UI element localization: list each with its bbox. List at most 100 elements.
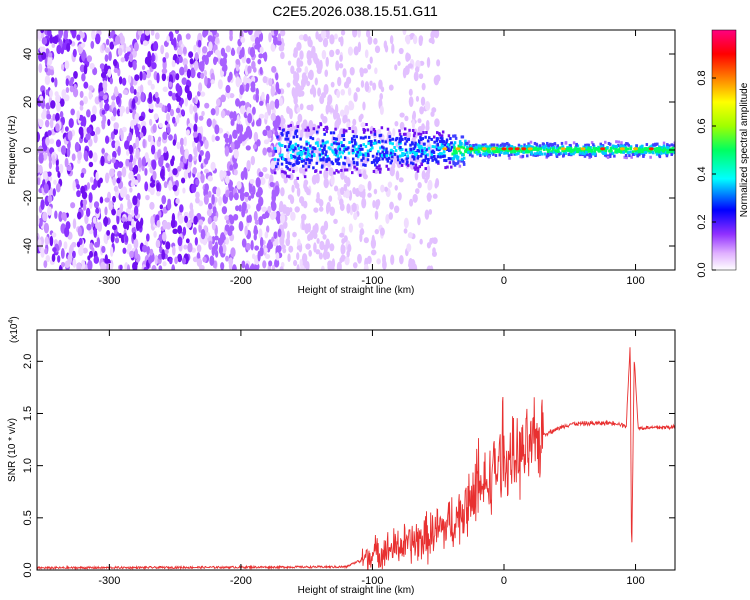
band-cell <box>377 140 381 144</box>
band-cell <box>601 144 605 148</box>
noise-blob <box>135 220 141 232</box>
noise-blob <box>406 243 412 253</box>
band-cell <box>401 151 404 155</box>
band-cell <box>320 158 323 162</box>
band-cell <box>609 149 612 153</box>
noise-blob <box>293 259 298 267</box>
band-cell <box>539 146 542 150</box>
band-cell <box>419 137 423 141</box>
band-cell <box>292 148 296 152</box>
noise-blob <box>424 209 430 220</box>
band-cell <box>504 151 508 155</box>
band-cell <box>513 150 516 154</box>
noise-blob <box>228 257 234 266</box>
band-cell <box>273 171 277 175</box>
noise-blob <box>100 72 107 79</box>
noise-blob <box>253 228 259 236</box>
band-cell <box>385 154 389 158</box>
noise-blob <box>138 115 145 121</box>
noise-blob <box>196 244 202 253</box>
band-cell <box>592 146 595 150</box>
spectrogram-x-tick-label: -100 <box>361 275 383 287</box>
noise-blob <box>228 134 233 145</box>
band-cell <box>609 153 612 157</box>
band-cell <box>421 152 424 156</box>
band-cell <box>341 151 345 155</box>
band-cell <box>524 145 528 149</box>
band-cell <box>479 154 482 158</box>
band-cell <box>281 170 284 174</box>
noise-blob <box>150 144 156 155</box>
noise-blob <box>124 235 129 243</box>
noise-blob <box>101 148 105 154</box>
noise-blob <box>176 57 180 65</box>
noise-blob <box>57 170 61 179</box>
band-cell <box>378 164 381 168</box>
noise-blob <box>192 104 198 113</box>
band-cell <box>398 154 402 158</box>
band-cell <box>274 149 278 153</box>
noise-blob <box>214 124 220 135</box>
noise-blob <box>177 225 183 235</box>
noise-blob <box>250 263 255 270</box>
band-cell <box>390 153 394 157</box>
noise-blob <box>166 35 170 43</box>
band-cell <box>628 154 631 158</box>
band-cell <box>287 124 290 128</box>
band-cell <box>576 148 580 152</box>
noise-blob <box>225 170 231 177</box>
noise-blob <box>398 177 404 183</box>
noise-blob <box>299 258 303 268</box>
band-cell <box>324 141 327 145</box>
noise-blob <box>89 250 94 258</box>
noise-blob <box>164 249 169 255</box>
band-cell <box>402 132 406 136</box>
noise-blob <box>380 184 385 193</box>
noise-blob <box>109 77 114 85</box>
band-cell <box>495 146 499 150</box>
band-cell <box>529 140 533 144</box>
noise-blob <box>142 138 146 149</box>
noise-blob <box>43 260 48 268</box>
noise-blob <box>63 30 69 41</box>
noise-blob <box>95 126 101 135</box>
noise-blob <box>388 212 394 220</box>
noise-blob <box>192 97 196 104</box>
noise-blob <box>214 241 219 251</box>
noise-blob <box>70 76 75 83</box>
noise-blob <box>174 30 180 34</box>
noise-blob <box>325 203 330 215</box>
band-cell <box>421 137 425 141</box>
band-cell <box>322 128 326 132</box>
band-cell <box>623 155 626 159</box>
band-cell <box>444 159 448 163</box>
noise-blob <box>126 149 130 156</box>
band-cell <box>406 156 410 160</box>
noise-blob <box>361 197 367 209</box>
noise-blob <box>373 37 378 45</box>
noise-blob <box>44 119 50 128</box>
band-cell <box>330 143 334 147</box>
band-cell <box>441 137 444 141</box>
noise-blob <box>364 81 370 92</box>
band-cell <box>351 130 355 134</box>
band-cell <box>642 151 646 155</box>
snr-line-plot <box>37 347 675 570</box>
band-cell <box>287 161 291 165</box>
noise-blob <box>153 113 159 121</box>
noise-blob <box>407 232 413 239</box>
band-cell <box>396 155 400 159</box>
noise-blob <box>238 204 242 212</box>
noise-blob <box>133 238 139 250</box>
band-cell <box>325 159 328 163</box>
band-cell <box>336 161 339 165</box>
band-cell <box>351 144 355 148</box>
band-cell <box>291 163 295 167</box>
band-cell <box>569 143 572 147</box>
snr-x-axis-label: Height of straight line (km) <box>298 585 415 596</box>
spectrogram-x-axis-label: Height of straight line (km) <box>298 285 415 296</box>
noise-blob <box>52 247 57 253</box>
band-cell <box>312 146 315 150</box>
band-cell <box>340 141 343 145</box>
band-cell <box>478 151 482 155</box>
